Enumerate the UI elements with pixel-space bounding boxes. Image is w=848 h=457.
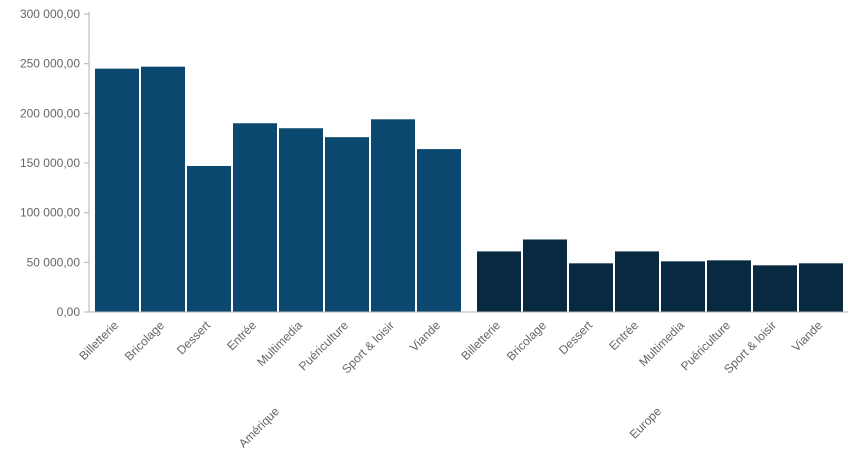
y-tick-label: 150 000,00 xyxy=(20,156,80,170)
group-label: Europe xyxy=(627,404,664,441)
x-tick-label: Entrée xyxy=(224,318,259,353)
x-tick-label: Viande xyxy=(407,318,443,354)
y-tick-label: 250 000,00 xyxy=(20,57,80,71)
bars xyxy=(95,66,843,313)
bar-1-6[interactable] xyxy=(753,265,797,312)
bar-0-5[interactable] xyxy=(325,137,369,312)
x-tick-label: Billetterie xyxy=(76,318,121,363)
x-tick-label: Viande xyxy=(789,318,825,354)
bar-0-3[interactable] xyxy=(233,123,277,313)
bar-1-5[interactable] xyxy=(707,260,751,312)
bar-1-2[interactable] xyxy=(569,263,613,312)
y-axis: 0,00 50 000,00 100 000,00 150 000,00 200 000… xyxy=(20,7,90,319)
group-label: Amérique xyxy=(236,404,282,450)
y-tick-label: 200 000,00 xyxy=(20,106,80,120)
y-tick-label: 0,00 xyxy=(57,305,81,319)
y-tick-label: 100 000,00 xyxy=(20,206,80,220)
bar-1-0[interactable] xyxy=(477,251,521,312)
bar-1-3[interactable] xyxy=(615,251,659,312)
bar-0-7[interactable] xyxy=(417,149,461,312)
bar-0-1[interactable] xyxy=(141,66,185,312)
bar-0-6[interactable] xyxy=(371,119,415,312)
bar-1-7[interactable] xyxy=(799,263,843,312)
x-tick-label: Bricolage xyxy=(122,318,168,364)
bar-0-2[interactable] xyxy=(187,165,231,312)
x-tick-label: Dessert xyxy=(556,318,596,358)
x-tick-label: Dessert xyxy=(174,318,214,358)
x-tick-label: Bricolage xyxy=(504,318,550,364)
x-tick-label: Entrée xyxy=(606,318,641,353)
bar-1-4[interactable] xyxy=(661,261,705,312)
x-tick-label: Billetterie xyxy=(458,318,503,363)
x-axis: Billetterie Bricolage Dessert EntréeMultime… xyxy=(76,311,848,450)
y-tick-label: 300 000,00 xyxy=(20,7,80,21)
y-tick-label: 50 000,00 xyxy=(27,255,81,269)
bar-0-0[interactable] xyxy=(95,68,139,312)
bar-1-1[interactable] xyxy=(523,239,567,312)
bar-0-4[interactable] xyxy=(279,128,323,312)
